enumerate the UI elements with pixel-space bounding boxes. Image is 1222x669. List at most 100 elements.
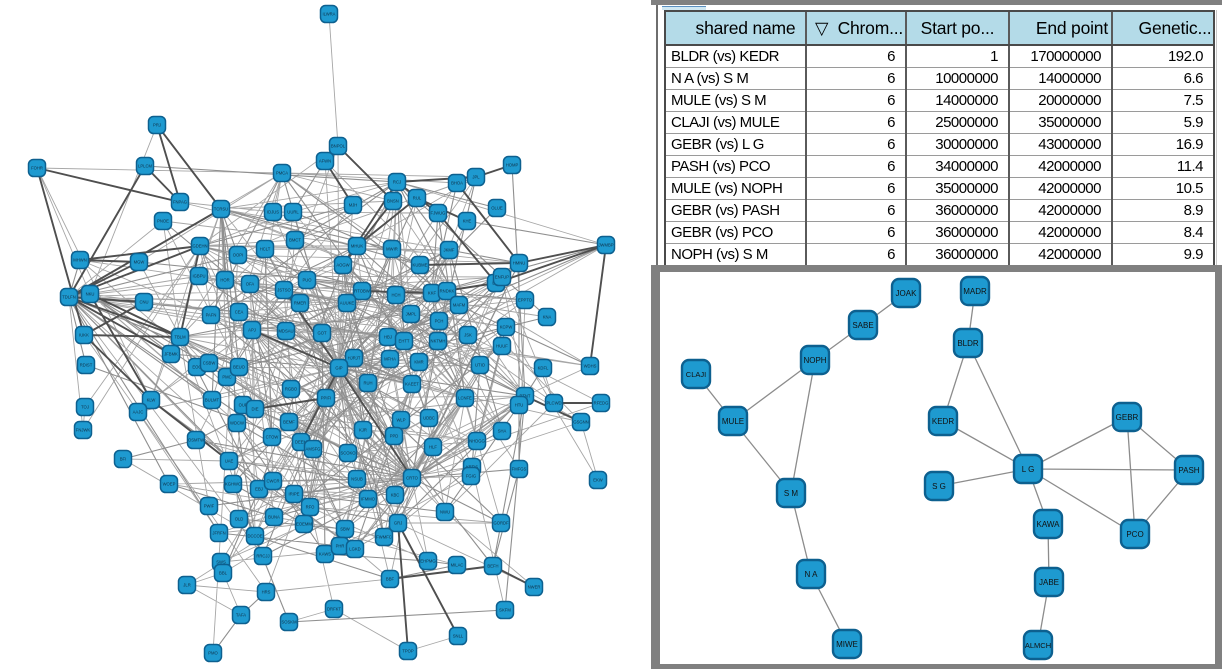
svg-text:JFRFN: JFRFN	[212, 531, 225, 536]
svg-text:S G: S G	[932, 482, 946, 491]
svg-text:EKW: EKW	[593, 478, 603, 483]
svg-text:AOGW: AOGW	[336, 263, 349, 268]
svg-text:IUKK: IUKK	[79, 333, 89, 338]
svg-text:HOMP: HOMP	[506, 163, 519, 168]
svg-text:PCH: PCH	[435, 319, 444, 324]
svg-text:KLW: KLW	[147, 398, 156, 403]
svg-text:NHDGG: NHDGG	[469, 439, 485, 444]
svg-text:SWS: SWS	[216, 560, 226, 565]
svg-text:NKU: NKU	[86, 292, 95, 297]
svg-text:SKFM: SKFM	[499, 608, 511, 613]
svg-text:OLD: OLD	[235, 517, 244, 522]
svg-text:IGBPU: IGBPU	[192, 274, 205, 279]
svg-text:BHOA: BHOA	[451, 181, 463, 186]
svg-text:PRJ: PRJ	[153, 123, 161, 128]
svg-text:PWIF: PWIF	[204, 504, 215, 509]
svg-text:MAFM: MAFM	[453, 303, 466, 308]
svg-text:HRS: HRS	[262, 590, 271, 595]
svg-text:MULE: MULE	[722, 417, 744, 426]
svg-text:ALMCH: ALMCH	[1025, 641, 1051, 650]
svg-text:JWMBP: JWMBP	[598, 243, 613, 248]
svg-text:MJH: MJH	[349, 203, 358, 208]
svg-text:NWU: NWU	[440, 510, 450, 515]
svg-text:BEUO: BEUO	[233, 365, 246, 370]
svg-text:HJRJT: HJRJT	[348, 356, 361, 361]
svg-text:UAE: UAE	[225, 459, 234, 464]
svg-text:BBL: BBL	[219, 571, 228, 576]
svg-text:PAFN: PAFN	[206, 313, 217, 318]
svg-text:MHUK: MHUK	[351, 244, 364, 249]
svg-text:DIE: DIE	[252, 407, 259, 412]
svg-text:JABE: JABE	[1039, 578, 1059, 587]
svg-text:RRCJJ: RRCJJ	[256, 554, 269, 559]
svg-text:GORDF: GORDF	[493, 521, 509, 526]
svg-text:KCPW: KCPW	[500, 325, 513, 330]
svg-text:JSK: JSK	[464, 333, 472, 338]
svg-text:HBJ: HBJ	[384, 335, 392, 340]
svg-text:KBC: KBC	[391, 493, 400, 498]
svg-text:ILWRA: ILWRA	[323, 12, 336, 17]
svg-text:FNPAG: FNPAG	[173, 200, 187, 205]
svg-text:HUUF: HUUF	[496, 344, 508, 349]
svg-text:BMCT: BMCT	[289, 238, 301, 243]
svg-text:TCRSU: TCRSU	[214, 207, 228, 212]
svg-text:PTNT: PTNT	[520, 394, 531, 399]
svg-text:PMC: PMC	[222, 375, 231, 380]
svg-text:RDIST: RDIST	[80, 363, 93, 368]
svg-text:SHA: SHA	[498, 429, 507, 434]
svg-text:APJ: APJ	[248, 328, 256, 333]
svg-text:SBW: SBW	[340, 527, 350, 532]
svg-text:BEMF: BEMF	[283, 420, 295, 425]
svg-text:NOPH: NOPH	[803, 356, 826, 365]
svg-text:CWCR: CWCR	[266, 479, 279, 484]
svg-text:OFA: OFA	[246, 282, 255, 287]
svg-text:PUO: PUO	[302, 278, 312, 283]
svg-text:SCOKO: SCOKO	[340, 451, 356, 456]
svg-text:FOHR: FOHR	[31, 166, 43, 171]
svg-text:KJR: KJR	[359, 428, 367, 433]
svg-text:OSMTW: OSMTW	[188, 438, 204, 443]
svg-text:KHE: KHE	[463, 219, 472, 224]
svg-text:PPD: PPD	[390, 434, 399, 439]
svg-text:FWMFC: FWMFC	[376, 535, 392, 540]
svg-text:MDSAU: MDSAU	[278, 329, 293, 334]
svg-text:HLF: HLF	[429, 445, 437, 450]
svg-text:WOEP: WOEP	[163, 482, 176, 487]
svg-text:SOSKM: SOSKM	[281, 620, 297, 625]
svg-text:BULMT: BULMT	[205, 398, 220, 403]
svg-text:KNA: KNA	[543, 315, 552, 320]
svg-text:KUBME: KUBME	[413, 263, 428, 268]
svg-text:SABE: SABE	[852, 321, 873, 330]
svg-text:L G: L G	[1022, 465, 1035, 474]
svg-text:CTOW: CTOW	[266, 435, 279, 440]
svg-text:IFMMO: IFMMO	[361, 497, 376, 502]
svg-text:AFWN: AFWN	[319, 159, 331, 164]
svg-text:CSBW: CSBW	[203, 361, 216, 366]
svg-text:FJWUG: FJWUG	[431, 211, 446, 216]
svg-text:OUF: OUF	[239, 403, 248, 408]
svg-text:MFHA: MFHA	[384, 357, 396, 362]
svg-text:RGBO: RGBO	[285, 387, 298, 392]
svg-text:WLP: WLP	[396, 418, 405, 423]
svg-text:MIWE: MIWE	[836, 640, 858, 649]
svg-text:LGKD: LGKD	[349, 547, 360, 552]
svg-text:FGIG: FGIG	[466, 474, 476, 479]
svg-text:BFI: BFI	[120, 457, 127, 462]
svg-text:HTU: HTU	[515, 403, 524, 408]
svg-text:BEFH: BEFH	[487, 564, 498, 569]
svg-text:MGW: MGW	[134, 260, 145, 265]
svg-text:EOG: EOG	[192, 365, 201, 370]
svg-text:JMPL: JMPL	[406, 312, 417, 317]
svg-text:DCCOE: DCCOE	[247, 534, 262, 539]
svg-text:EHTT: EHTT	[399, 339, 410, 344]
svg-text:GSGNN: GSGNN	[573, 420, 588, 425]
svg-text:UDBC: UDBC	[423, 416, 435, 421]
svg-text:CNU: CNU	[139, 300, 148, 305]
svg-text:KAWS: KAWS	[319, 552, 331, 557]
svg-text:RNDKK: RNDKK	[440, 289, 455, 294]
svg-text:JPL: JPL	[472, 175, 480, 180]
svg-text:MADR: MADR	[963, 287, 987, 296]
svg-text:EBJ: EBJ	[255, 487, 263, 492]
svg-text:DRFKT: DRFKT	[327, 607, 341, 612]
svg-text:PHR: PHR	[336, 544, 345, 549]
